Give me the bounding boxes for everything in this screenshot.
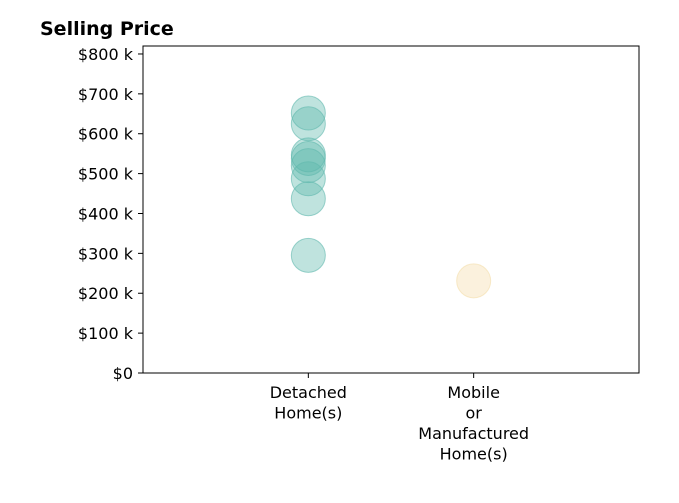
y-tick-label: $200 k [78, 284, 134, 303]
y-tick-label: $800 k [78, 45, 134, 64]
x-axis: Detached Home(s) Mobile or Manufactured Home(… [270, 373, 529, 464]
y-axis: $0 $100 k $200 k $300 k $400 k $500 k $600 k $7… [78, 45, 143, 383]
data-point [456, 263, 492, 299]
y-tick-label: $700 k [78, 85, 134, 104]
chart-title: Selling Price [40, 18, 174, 40]
plot-frame [142, 45, 640, 374]
data-point [290, 137, 326, 173]
data-point [290, 161, 326, 197]
y-tick-label: $300 k [78, 244, 134, 263]
y-tick-label: $100 k [78, 324, 134, 343]
data-point [290, 181, 326, 217]
x-tick-label: Detached Home(s) [270, 383, 347, 423]
x-tick-label: Mobile or Manufactured Home(s) [418, 383, 529, 464]
y-tick-label: $500 k [78, 165, 134, 184]
y-tick-label: $0 [113, 364, 133, 383]
y-tick-label: $600 k [78, 125, 134, 144]
data-point [290, 95, 326, 131]
data-point [290, 237, 326, 273]
data-points [290, 95, 492, 299]
data-point [290, 148, 326, 184]
data-point [290, 106, 326, 142]
y-tick-label: $400 k [78, 204, 134, 223]
